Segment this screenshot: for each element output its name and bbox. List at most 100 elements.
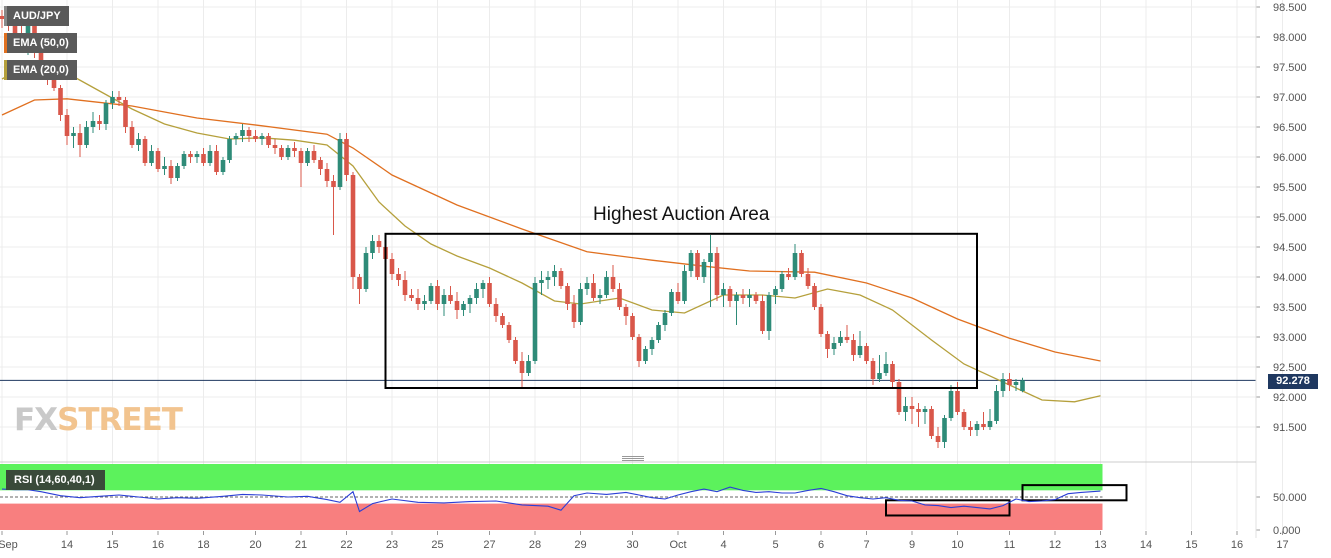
time-tick-label: 23 (386, 539, 398, 551)
candle-bearish (402, 280, 408, 295)
time-tick-label: 11 (1004, 539, 1015, 551)
time-tick-label: 13 (1094, 539, 1106, 551)
candle-bearish (844, 337, 850, 340)
candle-bearish (513, 340, 518, 361)
grid (0, 0, 1283, 530)
candle-bearish (376, 241, 382, 247)
candle-bullish (428, 286, 434, 301)
candle-bearish (695, 253, 700, 277)
candle-bearish (389, 259, 395, 274)
rsi-label[interactable]: RSI (14,60,40,1) (6, 470, 105, 490)
price-tick-label: 93.500 (1273, 302, 1307, 314)
candle-bearish (760, 301, 765, 331)
candle-bearish (201, 154, 206, 163)
candle-bearish (493, 304, 499, 316)
rsi-oversold-zone (0, 503, 1103, 530)
candle-bearish (786, 274, 791, 277)
candle-bullish (194, 154, 200, 157)
time-tick-label: Oct (669, 539, 686, 551)
time-tick-label: 25 (431, 539, 443, 551)
time-tick-label: 29 (574, 539, 586, 551)
fxstreet-watermark: FXSTREET (14, 402, 183, 438)
candle-bullish (1020, 380, 1025, 391)
candle-bearish (623, 307, 629, 316)
candle-bullish (682, 271, 687, 301)
candle-bullish (526, 361, 531, 373)
rsi-tick-label: 0.000 (1273, 525, 1301, 537)
candle-bullish (422, 301, 427, 304)
candle-bullish (227, 139, 232, 160)
ema50-line (1, 98, 1101, 362)
price-tick-label: 97.000 (1273, 92, 1307, 104)
time-tick-label: 5 (772, 539, 778, 551)
time-axis: Sep 14 15 16 18 20 21 22 23 25 27 28 29 30 Oct 4 5 6 7 9 10 1… (0, 531, 1289, 551)
time-tick-label: 14 (61, 539, 73, 551)
candles (0, 7, 1025, 448)
candle-bearish (558, 271, 564, 286)
candle-bearish (292, 148, 297, 151)
time-tick-label: Sep (0, 539, 18, 551)
candle-bearish (870, 361, 876, 379)
rsi-annotation-box (1021, 484, 1128, 502)
price-tick-label: 96.000 (1273, 152, 1307, 164)
annotation-boxes (384, 232, 1128, 517)
candle-bullish (708, 253, 713, 262)
candle-bearish (727, 289, 733, 301)
candle-bearish (344, 139, 349, 175)
candle-bullish (838, 337, 843, 343)
candle-bearish (805, 274, 811, 286)
candle-bullish (539, 280, 544, 283)
candle-bullish (669, 292, 674, 313)
candle-bullish (578, 289, 583, 322)
candle-bearish (851, 340, 856, 355)
rsi-overbought-zone (0, 464, 1103, 491)
candle-bearish (97, 121, 102, 124)
candle-bearish (500, 316, 505, 325)
candle-bullish (240, 130, 245, 136)
ema50-label[interactable]: EMA (50,0) (4, 33, 77, 53)
candle-bullish (220, 160, 226, 172)
candle-bearish (610, 277, 616, 289)
candle-bullish (441, 295, 447, 304)
candle-bearish (435, 286, 440, 304)
rsi-layer (1, 486, 1101, 513)
candle-bearish (188, 154, 193, 157)
time-tick-label: 16 (152, 539, 164, 551)
candle-bullish (792, 253, 798, 277)
time-tick-label: 17 (1276, 539, 1288, 551)
pane-resize-handle[interactable] (622, 456, 644, 462)
symbol-label[interactable]: AUD/JPY (4, 6, 69, 26)
candle-bullish (552, 271, 557, 277)
candle-bearish (890, 364, 895, 382)
candle-bullish (942, 418, 947, 442)
price-tick-label: 98.000 (1273, 32, 1307, 44)
candle-bearish (129, 127, 135, 145)
candle-bearish (168, 166, 174, 178)
candle-bearish (753, 295, 759, 301)
candle-bearish (740, 295, 746, 298)
candle-bullish (136, 139, 141, 145)
candle-bearish (331, 181, 336, 187)
candle-bullish (532, 283, 538, 361)
candle-bullish (779, 274, 785, 289)
ema20-label[interactable]: EMA (20,0) (4, 60, 77, 80)
candle-bearish (909, 406, 915, 409)
candle-bullish (857, 346, 863, 355)
candle-bullish (461, 304, 466, 310)
time-tick-label: 10 (951, 539, 963, 551)
price-tick-label: 94.500 (1273, 242, 1307, 254)
watermark-street: STREET (57, 402, 183, 438)
candle-bullish (662, 313, 668, 325)
candle-bearish (51, 79, 57, 88)
candle-bearish (64, 115, 70, 136)
candle-bearish (0, 16, 5, 19)
price-tick-label: 95.000 (1273, 212, 1307, 224)
candle-bearish (487, 283, 492, 304)
candle-bullish (766, 295, 772, 331)
rsi-tick-label: 50.000 (1273, 492, 1307, 504)
candle-bullish (337, 139, 343, 187)
time-tick-label: 28 (529, 539, 541, 551)
candle-bullish (649, 340, 655, 349)
candle-bullish (877, 373, 882, 379)
candle-bullish (84, 127, 89, 145)
